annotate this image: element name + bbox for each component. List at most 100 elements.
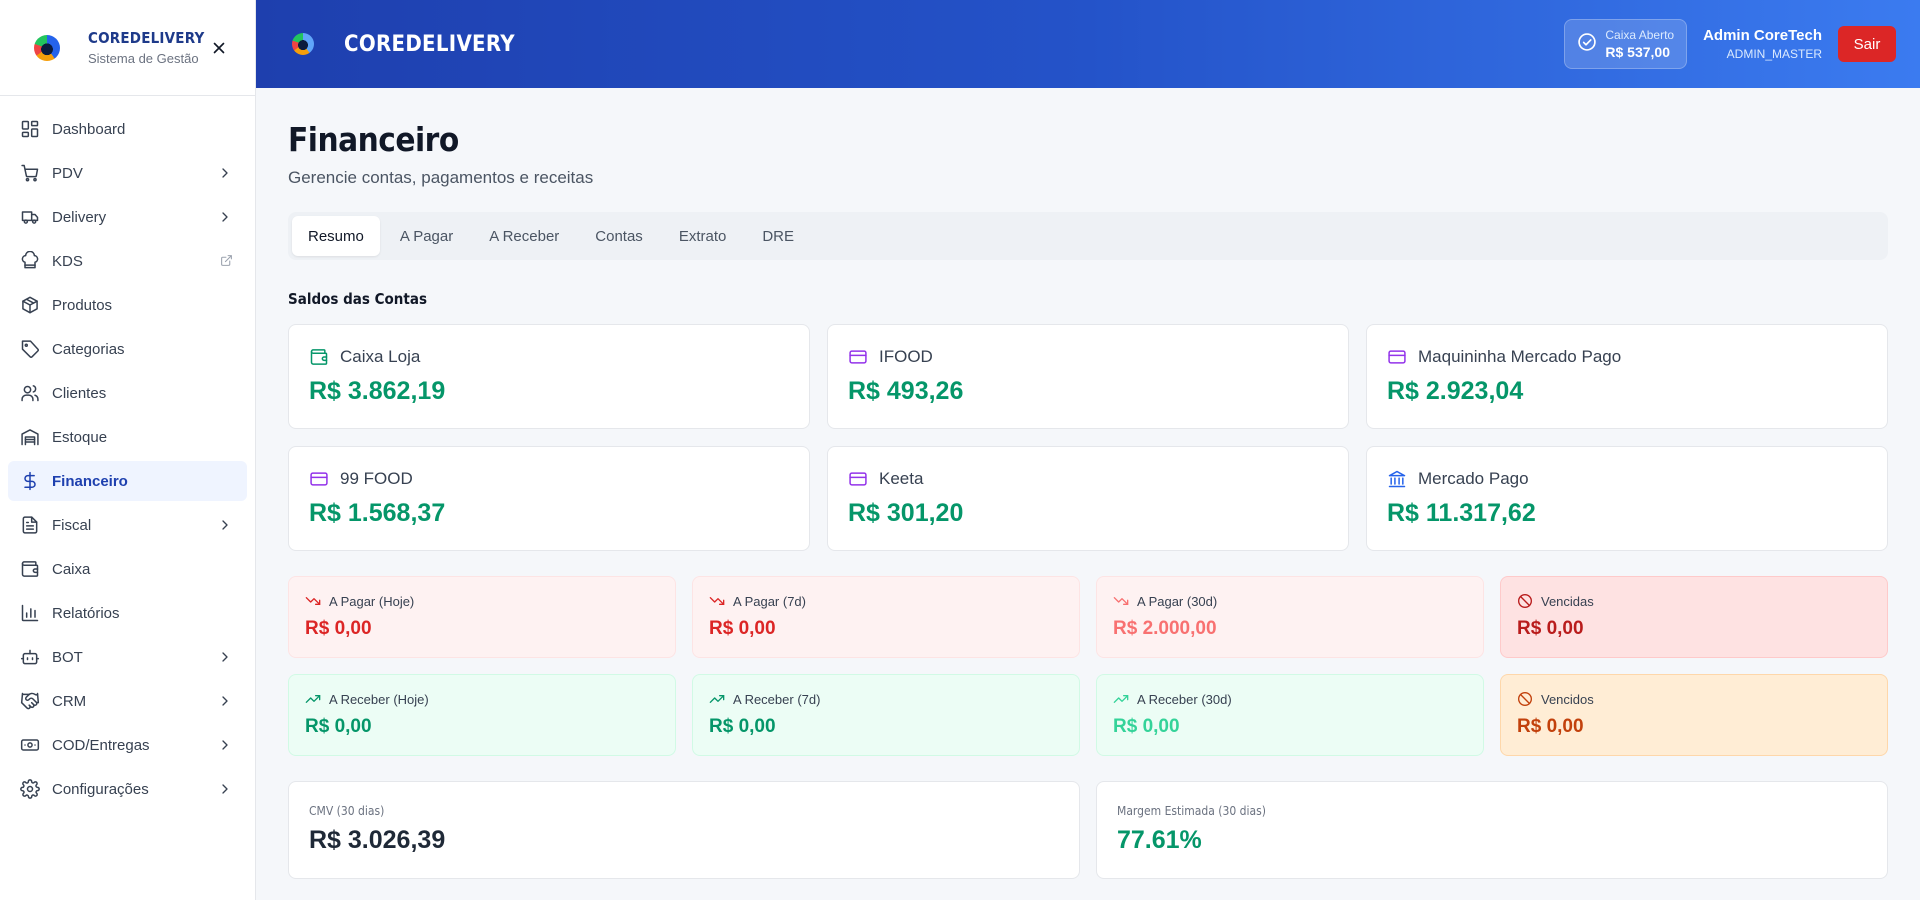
sidebar-nav: Dashboard PDV Delivery KDS Produtos Categoria…	[0, 96, 255, 809]
account-balance: R$ 493,26	[848, 377, 964, 405]
sidebar-item-estoque[interactable]: Estoque	[8, 417, 247, 457]
sidebar-item-caixa[interactable]: Caixa	[8, 549, 247, 589]
tab-a-pagar[interactable]: A Pagar	[399, 227, 454, 245]
sidebar-item-relatorios[interactable]: Relatórios	[8, 593, 247, 633]
stat-value: R$ 0,00	[709, 716, 776, 737]
cart-icon	[20, 163, 40, 183]
receivable-stat-card: Vencidos R$ 0,00	[1500, 674, 1888, 756]
sidebar-item-produtos[interactable]: Produtos	[8, 285, 247, 325]
account-card: Mercado Pago R$ 11.317,62	[1366, 446, 1888, 551]
external-link-icon	[220, 254, 233, 271]
sidebar-item-clientes[interactable]: Clientes	[8, 373, 247, 413]
account-balance: R$ 2.923,04	[1387, 377, 1524, 405]
trending-up-icon	[305, 691, 321, 707]
truck-icon	[20, 207, 40, 227]
sidebar-item-pdv[interactable]: PDV	[8, 153, 247, 193]
stat-value: R$ 0,00	[305, 716, 372, 737]
page-title: Financeiro	[288, 120, 459, 159]
account-name: Caixa Loja	[340, 347, 421, 366]
sidebar-item-kds[interactable]: KDS	[8, 241, 247, 281]
chef-hat-icon	[20, 251, 40, 271]
logout-button[interactable]: Sair	[1838, 26, 1896, 62]
credit-card-icon	[848, 469, 868, 489]
sidebar: COREDELIVERY Sistema de Gestão Dashboard…	[0, 0, 256, 900]
receivable-stat-card: A Receber (7d) R$ 0,00	[692, 674, 1080, 756]
main-content: Financeiro Gerencie contas, pagamentos e…	[288, 88, 1888, 879]
close-sidebar-button[interactable]	[207, 36, 231, 60]
sidebar-item-label: Produtos	[52, 296, 113, 314]
stat-value: R$ 0,00	[1113, 716, 1180, 737]
sidebar-item-bot[interactable]: BOT	[8, 637, 247, 677]
sidebar-item-label: Clientes	[52, 384, 107, 402]
trending-down-icon	[709, 593, 725, 609]
dashboard-icon	[20, 119, 40, 139]
sidebar-item-label: Configurações	[52, 780, 149, 798]
stat-value: R$ 0,00	[1517, 716, 1584, 737]
summary-grid: CMV (30 dias) R$ 3.026,39 Margem Estimad…	[288, 781, 1888, 879]
tab-contas[interactable]: Contas	[595, 227, 643, 245]
tab-extrato[interactable]: Extrato	[678, 227, 727, 245]
top-header: COREDELIVERY Caixa Aberto R$ 537,00 Admi…	[256, 0, 1920, 88]
cash-status-badge[interactable]: Caixa Aberto R$ 537,00	[1564, 19, 1688, 69]
stat-value: R$ 2.000,00	[1113, 618, 1217, 639]
sidebar-item-label: CRM	[52, 692, 87, 710]
credit-card-icon	[309, 469, 329, 489]
tabs: Resumo A Pagar A Receber Contas Extrato DRE	[288, 212, 1888, 260]
chevron-right-icon	[217, 517, 233, 537]
tab-dre[interactable]: DRE	[762, 227, 795, 245]
stat-label: A Pagar (Hoje)	[329, 593, 415, 609]
account-balance: R$ 11.317,62	[1387, 499, 1536, 527]
account-card: Maquininha Mercado Pago R$ 2.923,04	[1366, 324, 1888, 429]
sidebar-item-categorias[interactable]: Categorias	[8, 329, 247, 369]
sidebar-item-label: COD/Entregas	[52, 736, 150, 754]
sidebar-item-delivery[interactable]: Delivery	[8, 197, 247, 237]
sidebar-item-crm[interactable]: CRM	[8, 681, 247, 721]
sidebar-item-dashboard[interactable]: Dashboard	[8, 109, 247, 149]
account-card: IFOOD R$ 493,26	[827, 324, 1349, 429]
chevron-right-icon	[217, 209, 233, 229]
cash-status-value: R$ 537,00	[1605, 44, 1670, 60]
account-balance: R$ 3.862,19	[309, 377, 446, 405]
ban-icon	[1517, 593, 1533, 609]
cash-status-label: Caixa Aberto	[1605, 28, 1675, 42]
sidebar-header: COREDELIVERY Sistema de Gestão	[0, 0, 255, 96]
receivable-stat-card: A Receber (30d) R$ 0,00	[1096, 674, 1484, 756]
user-name: Admin CoreTech	[1703, 27, 1822, 44]
user-role: ADMIN_MASTER	[1726, 47, 1822, 61]
trending-up-icon	[709, 691, 725, 707]
wallet-icon	[309, 347, 329, 367]
stat-label: Vencidos	[1541, 691, 1594, 707]
stat-value: R$ 0,00	[709, 618, 776, 639]
accounts-grid: Caixa Loja R$ 3.862,19 IFOOD R$ 493,26 Maqui…	[288, 324, 1888, 551]
sidebar-item-fiscal[interactable]: Fiscal	[8, 505, 247, 545]
package-icon	[20, 295, 40, 315]
sidebar-item-label: Dashboard	[52, 120, 126, 138]
banknote-icon	[20, 735, 40, 755]
bar-chart-icon	[20, 603, 40, 623]
sidebar-item-cod-entregas[interactable]: COD/Entregas	[8, 725, 247, 765]
sidebar-item-label: Relatórios	[52, 604, 120, 622]
sidebar-item-label: KDS	[52, 252, 83, 270]
cmv-card: CMV (30 dias) R$ 3.026,39	[288, 781, 1080, 879]
stat-label: A Receber (7d)	[733, 691, 821, 707]
sidebar-item-label: Delivery	[52, 208, 107, 226]
stat-value: R$ 0,00	[1517, 618, 1584, 639]
payable-stat-card: A Pagar (Hoje) R$ 0,00	[288, 576, 676, 658]
sidebar-item-label: Caixa	[52, 560, 91, 578]
receivable-stat-card: A Receber (Hoje) R$ 0,00	[288, 674, 676, 756]
stat-value: R$ 0,00	[305, 618, 372, 639]
sidebar-item-label: Fiscal	[52, 516, 92, 534]
account-name: IFOOD	[879, 347, 933, 366]
tab-a-receber[interactable]: A Receber	[489, 227, 560, 245]
gear-icon	[20, 779, 40, 799]
payable-stat-card: A Pagar (7d) R$ 0,00	[692, 576, 1080, 658]
account-name: Maquininha Mercado Pago	[1418, 347, 1622, 366]
trending-up-icon	[1113, 691, 1129, 707]
account-balance: R$ 1.568,37	[309, 499, 446, 527]
sidebar-item-configuracoes[interactable]: Configurações	[8, 769, 247, 809]
tab-resumo[interactable]: Resumo	[292, 216, 380, 256]
sidebar-item-financeiro[interactable]: Financeiro	[8, 461, 247, 501]
sidebar-item-label: Financeiro	[52, 472, 128, 490]
close-icon	[213, 42, 225, 53]
chevron-right-icon	[217, 649, 233, 669]
